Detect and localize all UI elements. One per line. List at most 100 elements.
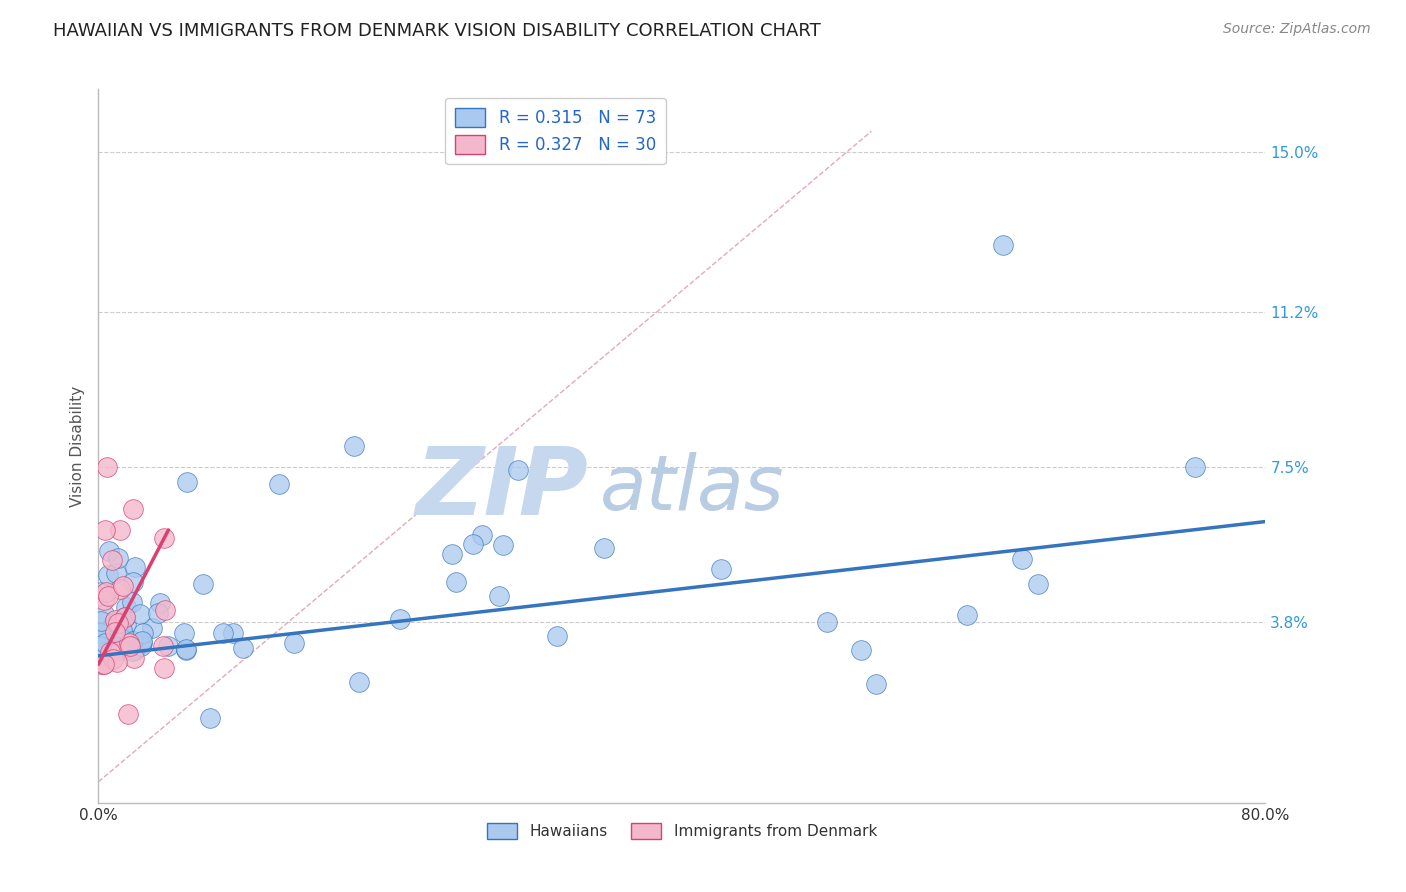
Hawaiians [124, 560, 146, 574]
Hawaiians [471, 528, 494, 542]
Immigrants from Denmark [90, 657, 112, 672]
Hawaiians [146, 606, 169, 620]
Hawaiians [176, 475, 198, 489]
Immigrants from Denmark [100, 647, 122, 661]
Immigrants from Denmark [152, 639, 174, 653]
Hawaiians [89, 626, 111, 640]
Hawaiians [94, 636, 117, 650]
Hawaiians [128, 607, 150, 621]
Hawaiians [107, 551, 129, 566]
Hawaiians [440, 547, 463, 561]
Immigrants from Denmark [93, 523, 115, 537]
Hawaiians [492, 538, 515, 552]
Hawaiians [222, 626, 245, 640]
Hawaiians [174, 641, 197, 656]
Immigrants from Denmark [153, 532, 176, 546]
Text: Source: ZipAtlas.com: Source: ZipAtlas.com [1223, 22, 1371, 37]
Hawaiians [141, 621, 163, 635]
Hawaiians [97, 628, 120, 642]
Hawaiians [488, 589, 510, 603]
Hawaiians [89, 639, 111, 653]
Immigrants from Denmark [153, 603, 176, 617]
Hawaiians [121, 633, 143, 648]
Hawaiians [851, 643, 873, 657]
Hawaiians [173, 626, 195, 640]
Hawaiians [103, 615, 125, 629]
Hawaiians [121, 644, 143, 658]
Hawaiians [343, 439, 366, 453]
Immigrants from Denmark [100, 552, 122, 566]
Hawaiians [1184, 460, 1206, 475]
Hawaiians [104, 620, 127, 634]
Hawaiians [105, 640, 128, 655]
Hawaiians [506, 463, 529, 477]
Hawaiians [349, 675, 371, 690]
Immigrants from Denmark [93, 657, 115, 671]
Hawaiians [115, 617, 138, 632]
Hawaiians [991, 237, 1014, 252]
Hawaiians [97, 567, 120, 582]
Hawaiians [956, 607, 979, 622]
Immigrants from Denmark [94, 585, 117, 599]
Hawaiians [815, 615, 838, 629]
Immigrants from Denmark [120, 639, 142, 653]
Immigrants from Denmark [153, 660, 176, 674]
Hawaiians [200, 711, 222, 725]
Hawaiians [157, 639, 180, 653]
Hawaiians [115, 632, 138, 647]
Hawaiians [110, 642, 132, 657]
Hawaiians [93, 628, 115, 642]
Hawaiians [283, 636, 305, 650]
Hawaiians [232, 640, 254, 655]
Immigrants from Denmark [105, 655, 128, 669]
Hawaiians [111, 624, 134, 638]
Hawaiians [90, 585, 112, 599]
Immigrants from Denmark [122, 651, 145, 665]
Hawaiians [105, 566, 128, 580]
Hawaiians [191, 576, 214, 591]
Immigrants from Denmark [118, 636, 141, 650]
Immigrants from Denmark [122, 502, 145, 516]
Hawaiians [131, 636, 153, 650]
Immigrants from Denmark [110, 642, 132, 657]
Hawaiians [89, 632, 111, 647]
Immigrants from Denmark [93, 657, 115, 671]
Immigrants from Denmark [101, 652, 124, 666]
Hawaiians [1011, 552, 1033, 566]
Hawaiians [149, 596, 172, 610]
Hawaiians [114, 609, 136, 624]
Hawaiians [389, 612, 412, 626]
Hawaiians [174, 642, 197, 657]
Immigrants from Denmark [103, 625, 125, 640]
Text: ZIP: ZIP [416, 442, 589, 535]
Immigrants from Denmark [108, 523, 131, 537]
Hawaiians [212, 625, 235, 640]
Hawaiians [132, 625, 155, 640]
Immigrants from Denmark [96, 460, 118, 475]
Hawaiians [124, 643, 146, 657]
Legend: Hawaiians, Immigrants from Denmark: Hawaiians, Immigrants from Denmark [481, 817, 883, 845]
Hawaiians [115, 599, 138, 614]
Immigrants from Denmark [98, 645, 121, 659]
Hawaiians [111, 624, 134, 638]
Immigrants from Denmark [93, 592, 115, 607]
Hawaiians [117, 634, 139, 648]
Hawaiians [97, 544, 120, 558]
Hawaiians [93, 607, 115, 622]
Immigrants from Denmark [111, 579, 134, 593]
Hawaiians [446, 574, 468, 589]
Hawaiians [267, 476, 290, 491]
Immigrants from Denmark [108, 582, 131, 597]
Hawaiians [1026, 577, 1049, 591]
Y-axis label: Vision Disability: Vision Disability [69, 385, 84, 507]
Immigrants from Denmark [107, 616, 129, 631]
Hawaiians [89, 640, 111, 655]
Immigrants from Denmark [104, 613, 127, 627]
Hawaiians [93, 625, 115, 640]
Hawaiians [546, 629, 568, 643]
Hawaiians [461, 537, 484, 551]
Immigrants from Denmark [117, 706, 139, 721]
Immigrants from Denmark [114, 609, 136, 624]
Hawaiians [710, 561, 733, 575]
Immigrants from Denmark [97, 589, 120, 603]
